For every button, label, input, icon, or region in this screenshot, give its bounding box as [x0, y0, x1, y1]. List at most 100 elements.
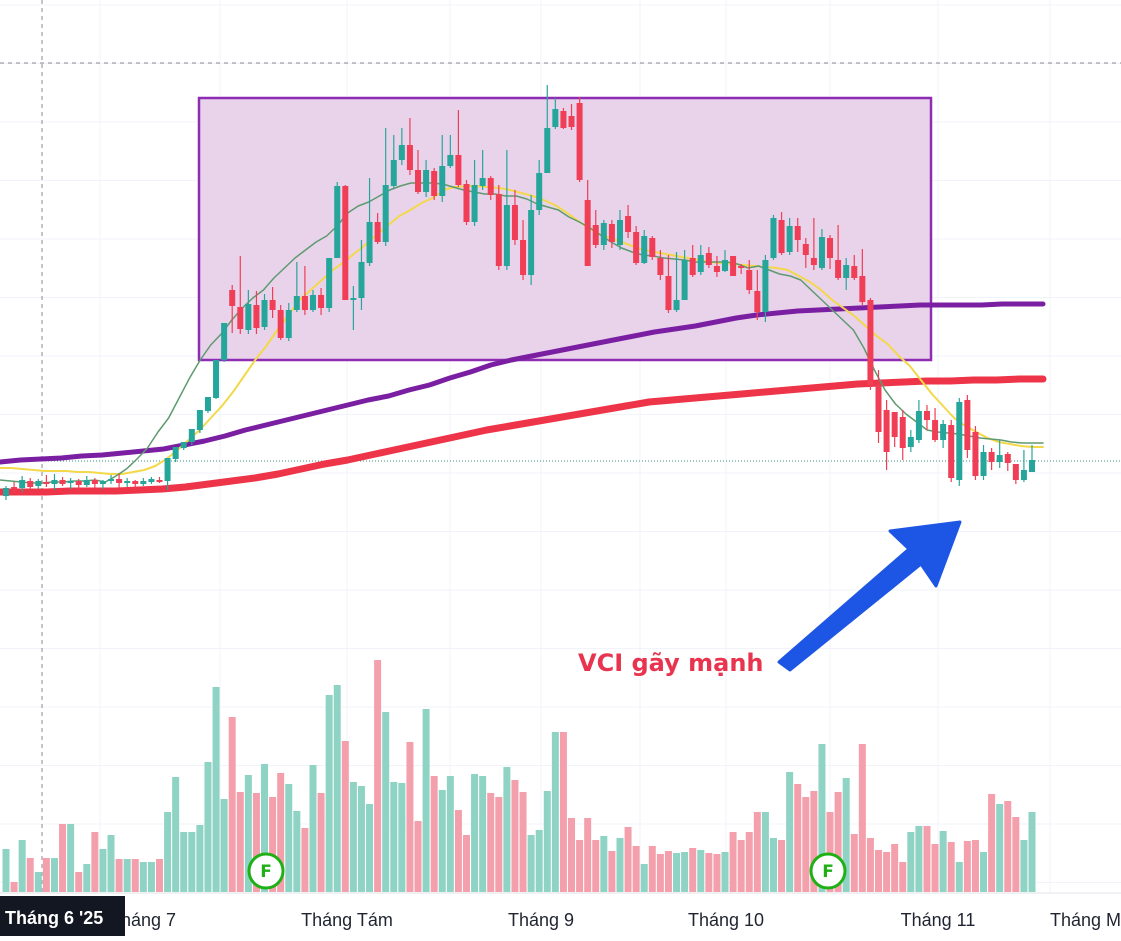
volume-bar	[753, 812, 761, 892]
candle-body	[867, 300, 874, 385]
candle-body	[35, 481, 42, 486]
event-marker-1[interactable]: F	[247, 852, 285, 890]
candle	[334, 182, 341, 258]
candle	[326, 258, 333, 312]
candle-body	[269, 300, 276, 310]
candle-body	[27, 481, 34, 487]
candle-body	[689, 258, 696, 275]
volume-bar	[511, 780, 519, 892]
volume-bar	[810, 791, 818, 892]
volume-bar	[252, 793, 260, 892]
candle	[915, 400, 922, 443]
candle	[843, 258, 850, 290]
volume-bar	[640, 864, 648, 892]
event-marker-letter: F	[260, 862, 272, 882]
volume-bar	[818, 744, 826, 892]
candle-body	[188, 429, 195, 442]
volume-bar	[471, 774, 479, 892]
candle-body	[309, 295, 316, 310]
candle	[552, 98, 559, 129]
x-tick-label: Tháng M	[1050, 910, 1121, 930]
annotation-text: VCI gãy mạnh	[578, 649, 763, 677]
candlesticks	[3, 85, 1035, 500]
candle-body	[245, 304, 252, 330]
candle-body	[972, 432, 979, 476]
candle	[616, 210, 623, 250]
volume-bar	[357, 786, 365, 892]
candle	[301, 266, 308, 315]
candle-body	[75, 481, 82, 485]
volume-bar	[107, 835, 115, 892]
volume-bar	[309, 765, 317, 892]
candle	[390, 135, 397, 188]
candle	[180, 442, 187, 450]
candle-body	[301, 296, 308, 310]
volume-bar	[204, 762, 212, 892]
candle	[875, 370, 882, 443]
candle-body	[608, 224, 615, 242]
candle-body	[253, 305, 260, 328]
volume-bar	[648, 846, 656, 892]
volume-bar	[608, 851, 616, 892]
candle-body	[91, 480, 98, 484]
candle	[576, 97, 583, 182]
volume-bar	[802, 797, 810, 892]
candle-body	[237, 307, 244, 329]
volume-bar	[875, 850, 883, 892]
candle-body	[124, 481, 131, 483]
volume-bar	[681, 852, 689, 892]
candle-body	[980, 452, 987, 476]
candle-body	[730, 256, 737, 276]
candle	[544, 85, 551, 173]
volume-bar	[576, 840, 584, 892]
volume-bar	[341, 741, 349, 892]
candle-body	[996, 455, 1003, 462]
candle-body	[164, 458, 171, 481]
volume-bar	[543, 791, 551, 892]
candle-body	[528, 210, 535, 275]
candle	[318, 288, 325, 315]
candle	[980, 445, 987, 480]
candle-body	[398, 145, 405, 160]
candle-body	[99, 481, 106, 484]
volume-bar	[551, 732, 559, 892]
candle	[810, 218, 817, 270]
volume-bar	[632, 846, 640, 892]
candle	[148, 477, 155, 484]
distribution-zone-box[interactable]	[197, 96, 933, 362]
volume-bar	[454, 810, 462, 892]
candle	[237, 256, 244, 334]
volume-bar	[228, 717, 236, 892]
blue-arrow-icon	[777, 520, 962, 672]
volume-bar	[721, 852, 729, 892]
candle-body	[285, 310, 292, 338]
candle-body	[1004, 454, 1011, 463]
volume-bar	[18, 840, 26, 892]
candle	[342, 185, 349, 300]
volume-bar	[83, 864, 91, 892]
volume-bar	[1012, 817, 1020, 892]
candle	[996, 440, 1003, 468]
candle	[124, 478, 131, 487]
candle-body	[625, 216, 632, 232]
x-tick-label: Tháng 11	[901, 910, 976, 930]
x-tick-label: Tháng 7	[110, 910, 176, 930]
volume-bar	[446, 776, 454, 892]
volume-bar	[996, 804, 1004, 892]
candle	[867, 298, 874, 390]
candle	[253, 291, 260, 334]
candle	[406, 118, 413, 175]
candle	[657, 250, 664, 280]
volume-bar	[91, 832, 99, 892]
candle	[584, 180, 591, 266]
candle	[99, 480, 106, 489]
candle-body	[616, 220, 623, 245]
candle-body	[722, 260, 729, 271]
candle-body	[196, 410, 203, 430]
volume-bar	[1020, 840, 1028, 892]
candle	[851, 255, 858, 280]
event-marker-2[interactable]: F	[809, 852, 847, 890]
x-tick-label: Tháng Tám	[301, 910, 393, 930]
x-tick-label: Tháng 9	[508, 910, 574, 930]
candle-body	[778, 220, 785, 253]
